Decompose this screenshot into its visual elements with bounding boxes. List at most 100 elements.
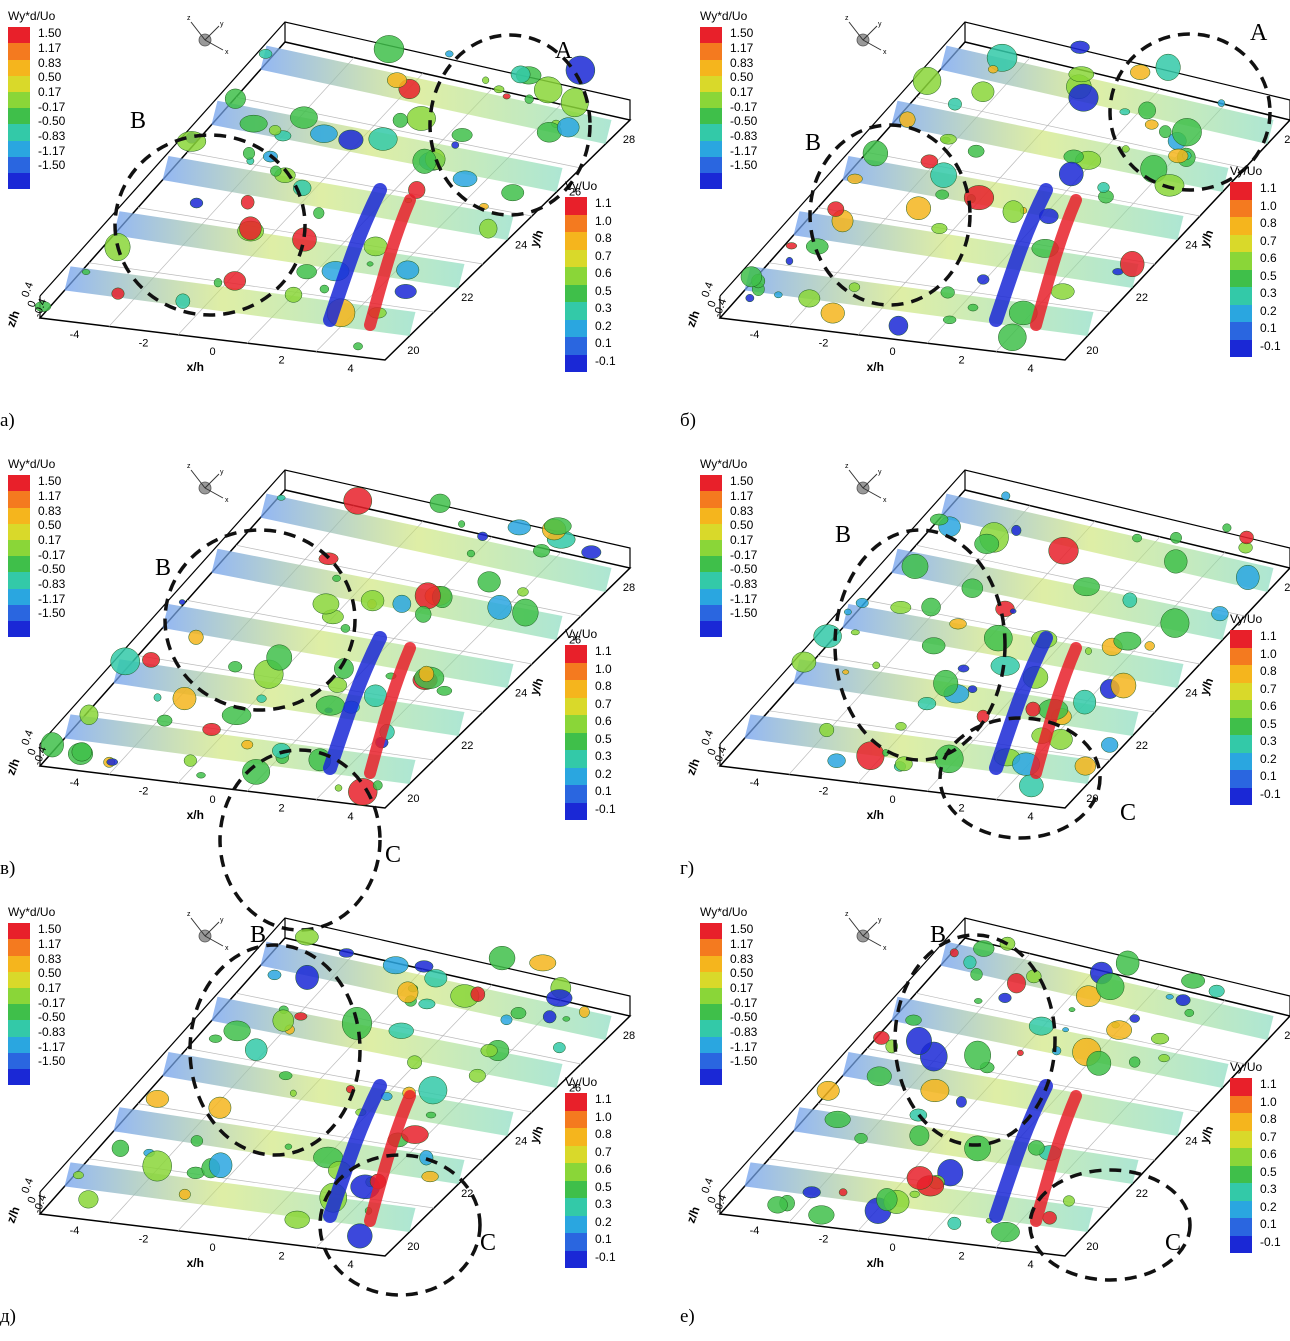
orientation-triad: z y x — [187, 463, 229, 504]
vortex-blob — [1011, 524, 1022, 536]
region-label-A: A — [555, 38, 573, 64]
vortex-blob — [488, 946, 516, 971]
vortex-blob — [1113, 631, 1142, 651]
x-tick-label: 4 — [347, 1259, 353, 1271]
region-ellipse-C — [318, 1153, 482, 1297]
x-tick-label: -2 — [139, 1234, 149, 1246]
y-tick-label: 28 — [1284, 134, 1290, 146]
legend-velocity: Vy/Uo 1.1 1.0 0.8 0.7 0.6 0.5 0.3 0.2 0.1 -0.1 — [1230, 612, 1281, 806]
region-ellipse-B — [163, 528, 357, 712]
legend-tick: -1.50 — [730, 158, 758, 173]
region-label-B: B — [130, 108, 146, 134]
vortex-blob — [998, 992, 1012, 1003]
vortex-blob — [824, 1110, 851, 1128]
legend-tick: -1.50 — [730, 606, 758, 621]
vortex-blob — [1101, 737, 1119, 753]
legend-tick: -1.50 — [38, 158, 66, 173]
x-tick-label: -4 — [750, 777, 760, 789]
x-tick-label: -4 — [70, 777, 80, 789]
vortex-blob — [1058, 161, 1084, 187]
y-tick-label: 28 — [623, 582, 635, 594]
legend-tick: 0.6 — [595, 714, 612, 729]
vortex-blob — [239, 216, 262, 241]
legend-tick: 0.17 — [38, 84, 62, 99]
vortex-blob — [1170, 531, 1182, 544]
vortex-blob — [392, 112, 408, 128]
legend-tick: 0.1 — [1260, 1217, 1277, 1232]
vortex-blob — [175, 293, 191, 309]
vortex-blob — [1074, 756, 1097, 776]
panel-5: Wy*d/Uo 1.50 1.17 0.83 0.50 0.17 -0.17 -0.50 -0.… — [0, 896, 635, 1341]
vortex-blob — [507, 519, 531, 536]
vortex-blob — [842, 669, 850, 675]
panel-label: б) — [680, 410, 696, 431]
region-label-B: B — [930, 922, 946, 948]
z-tick-label: -0.4 — [32, 1193, 50, 1215]
vortex-blob — [971, 81, 995, 102]
vortex-blob — [1128, 1056, 1141, 1068]
legend-vorticity: Wy*d/Uo 1.50 1.17 0.83 0.50 0.17 -0.17 -0.50 -0.… — [8, 9, 66, 190]
vortex-blob — [1132, 533, 1143, 543]
y-tick-label: 20 — [1086, 345, 1098, 357]
vortex-blob — [948, 97, 962, 111]
z-tick-label: 0.4 — [700, 281, 717, 299]
legend-tick: 1.50 — [38, 474, 62, 489]
legend-velocity: Vy/Uo 1.1 1.0 0.8 0.7 0.6 0.5 0.3 0.2 0.1 -0.1 — [565, 627, 616, 821]
colorbar — [1230, 182, 1252, 358]
vortex-blob — [278, 1071, 293, 1081]
vortex-blob — [470, 986, 486, 1002]
vortex-blob — [827, 201, 845, 217]
vortex-blob — [188, 629, 204, 645]
legend-tick: 1.0 — [595, 1109, 612, 1124]
vortex-blob — [110, 647, 140, 676]
vortex-blob — [1068, 83, 1099, 112]
vortex-blob — [1154, 174, 1185, 197]
z-axis-title: z/h — [4, 1205, 23, 1225]
vortex-blob — [284, 1210, 310, 1229]
vortex-blob — [284, 286, 303, 303]
legend-tick: 0.1 — [595, 784, 612, 799]
vortex-blob — [343, 487, 373, 515]
vortex-blob — [957, 664, 970, 673]
orientation-triad: z y x — [845, 15, 887, 56]
z-tick-label: -0.4 — [32, 297, 50, 319]
legend-tick: 1.1 — [1260, 1077, 1277, 1092]
panel-label: д) — [0, 1306, 16, 1327]
vortex-blob — [1144, 641, 1155, 651]
vortex-blob — [224, 88, 246, 109]
legend-tick: -1.17 — [38, 143, 66, 158]
orientation-triad: z y x — [845, 463, 887, 504]
velocity-plane — [260, 493, 612, 592]
legend-tick: -0.1 — [595, 801, 616, 816]
vortex-blob — [407, 1055, 423, 1070]
vortex-blob — [973, 940, 995, 957]
legend-tick: 0.50 — [730, 966, 754, 981]
vortex-blob — [424, 969, 448, 988]
x-tick-label: 4 — [1027, 1259, 1033, 1271]
vortex-blob — [774, 291, 783, 299]
z-tick-label: 0.4 — [700, 1177, 717, 1195]
vortex-blob — [360, 590, 385, 612]
legend-title: Vy/Uo — [565, 1075, 598, 1089]
x-tick-label: 2 — [278, 354, 284, 366]
vortex-blob — [1160, 608, 1190, 638]
legend-tick: -1.17 — [38, 1039, 66, 1054]
legend-tick: 1.1 — [595, 644, 612, 659]
x-tick-label: 4 — [1027, 811, 1033, 823]
legend-tick: 0.2 — [595, 318, 612, 333]
legend-tick: 0.5 — [1260, 1164, 1277, 1179]
vortex-blob — [1171, 118, 1202, 147]
y-tick-label: 22 — [461, 1188, 473, 1200]
vortex-blob — [208, 1152, 233, 1179]
triad-x: x — [225, 945, 229, 952]
vortex-blob — [213, 278, 223, 288]
region-ellipse-B — [893, 933, 1057, 1147]
region-label-B: B — [805, 130, 821, 156]
vortex-blob — [313, 207, 325, 219]
legend-tick: 1.50 — [38, 26, 62, 41]
vortex-blob — [332, 574, 341, 582]
